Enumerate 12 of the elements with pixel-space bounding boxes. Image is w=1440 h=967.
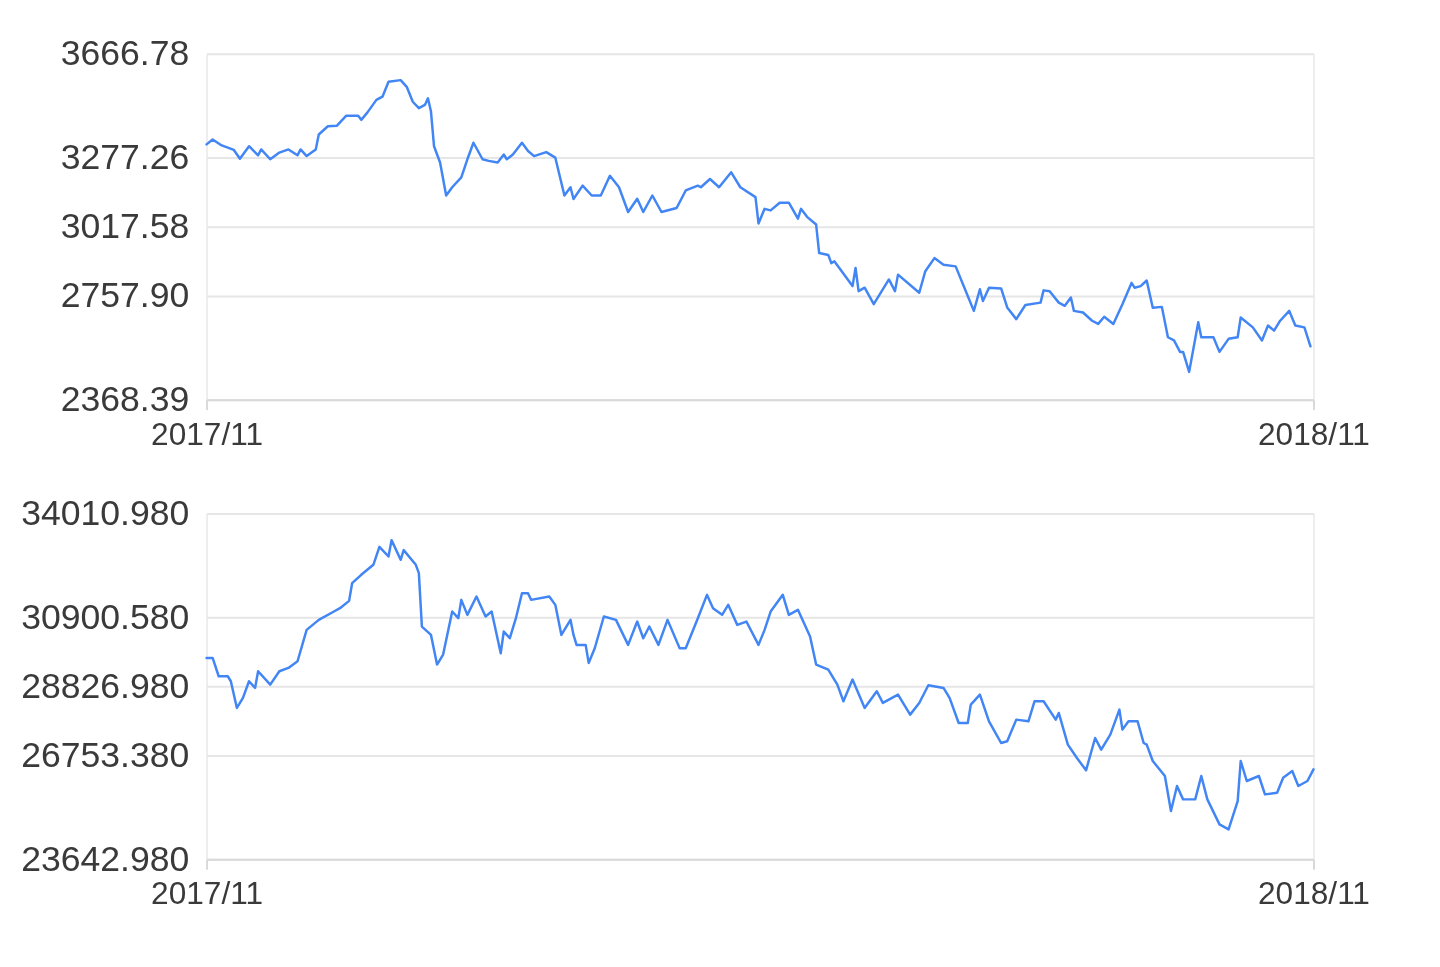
- y-tick-label: 26753.380: [21, 734, 190, 775]
- y-tick-label: 2757.90: [60, 275, 190, 316]
- line-series: [205, 538, 1315, 831]
- x-tick-label: 2018/11: [1258, 875, 1370, 912]
- y-tick-label: 28826.980: [21, 665, 190, 706]
- y-tick-label: 34010.980: [21, 492, 190, 533]
- y-tick-label: 30900.580: [21, 596, 190, 637]
- y-tick-label: 3017.58: [60, 206, 190, 247]
- y-tick-label: 3666.78: [60, 33, 190, 74]
- x-tick-label: 2018/11: [1258, 415, 1370, 452]
- line-series: [205, 78, 1312, 374]
- y-tick-label: 3277.26: [60, 136, 190, 177]
